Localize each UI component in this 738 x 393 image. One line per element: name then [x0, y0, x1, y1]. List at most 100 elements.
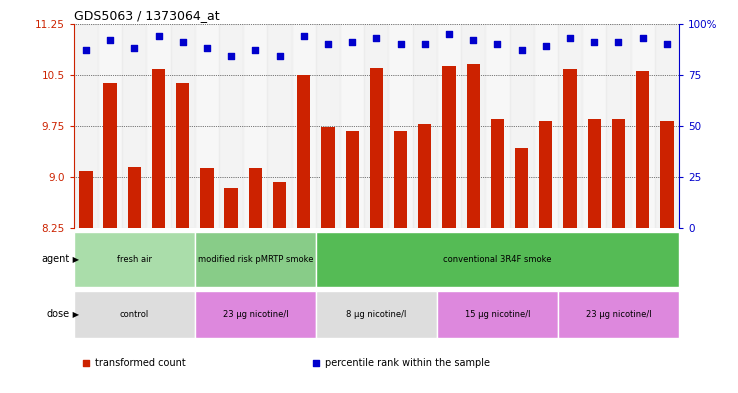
Bar: [340, 24, 365, 228]
Bar: [345, 130, 359, 228]
Point: [613, 39, 624, 45]
Bar: [582, 24, 607, 228]
Bar: [413, 24, 437, 228]
Bar: [249, 168, 262, 228]
Bar: [365, 24, 388, 228]
Text: GDS5063 / 1373064_at: GDS5063 / 1373064_at: [74, 9, 219, 22]
Point: [322, 41, 334, 47]
Bar: [509, 24, 534, 228]
Point: [153, 33, 165, 39]
Point: [516, 47, 528, 53]
Point: [443, 31, 455, 37]
Bar: [79, 171, 92, 228]
Point: [104, 37, 116, 43]
Bar: [297, 75, 311, 228]
Point: [201, 45, 213, 51]
Point: [540, 43, 552, 49]
Point: [249, 47, 261, 53]
Bar: [418, 124, 432, 228]
Point: [177, 39, 189, 45]
Bar: [146, 24, 170, 228]
Bar: [466, 64, 480, 228]
Point: [419, 41, 431, 47]
Bar: [442, 66, 455, 228]
Bar: [176, 83, 190, 228]
Bar: [636, 71, 649, 228]
Text: conventional 3R4F smoke: conventional 3R4F smoke: [443, 255, 552, 264]
Bar: [98, 24, 123, 228]
Bar: [515, 148, 528, 228]
Bar: [200, 168, 213, 228]
Bar: [244, 24, 267, 228]
Bar: [128, 167, 141, 228]
Bar: [224, 188, 238, 228]
Bar: [461, 24, 486, 228]
Text: fresh air: fresh air: [117, 255, 152, 264]
Text: transformed count: transformed count: [95, 358, 186, 368]
Bar: [388, 24, 413, 228]
Text: 15 μg nicotine/l: 15 μg nicotine/l: [465, 310, 530, 319]
Bar: [321, 127, 334, 228]
Bar: [558, 291, 679, 338]
Bar: [437, 24, 461, 228]
Bar: [292, 24, 316, 228]
Bar: [491, 119, 504, 228]
Bar: [534, 24, 558, 228]
Bar: [316, 24, 340, 228]
Bar: [219, 24, 244, 228]
Text: ▶: ▶: [70, 310, 79, 319]
Bar: [486, 24, 509, 228]
Point: [80, 47, 92, 53]
Bar: [123, 24, 146, 228]
Bar: [152, 69, 165, 228]
Point: [564, 35, 576, 41]
Point: [128, 45, 140, 51]
Text: agent: agent: [42, 254, 70, 264]
Text: dose: dose: [47, 309, 70, 320]
Text: percentile rank within the sample: percentile rank within the sample: [325, 358, 490, 368]
Bar: [103, 83, 117, 228]
Point: [225, 53, 237, 59]
Bar: [394, 130, 407, 228]
Bar: [539, 121, 553, 228]
Text: 23 μg nicotine/l: 23 μg nicotine/l: [586, 310, 651, 319]
Bar: [370, 68, 383, 228]
Bar: [195, 291, 316, 338]
Point: [637, 35, 649, 41]
Point: [395, 41, 407, 47]
Point: [588, 39, 600, 45]
Text: control: control: [120, 310, 149, 319]
Point: [310, 360, 322, 366]
Bar: [661, 121, 674, 228]
Bar: [267, 24, 292, 228]
Text: modified risk pMRTP smoke: modified risk pMRTP smoke: [198, 255, 313, 264]
Bar: [170, 24, 195, 228]
Bar: [655, 24, 679, 228]
Bar: [563, 69, 576, 228]
Bar: [607, 24, 630, 228]
Point: [274, 53, 286, 59]
Bar: [630, 24, 655, 228]
Bar: [74, 291, 195, 338]
Bar: [316, 232, 679, 287]
Bar: [587, 119, 601, 228]
Bar: [558, 24, 582, 228]
Bar: [273, 182, 286, 228]
Point: [80, 360, 92, 366]
Point: [346, 39, 358, 45]
Bar: [195, 232, 316, 287]
Bar: [612, 119, 625, 228]
Text: ▶: ▶: [70, 255, 79, 264]
Bar: [74, 24, 98, 228]
Point: [492, 41, 503, 47]
Point: [467, 37, 479, 43]
Point: [370, 35, 382, 41]
Bar: [316, 291, 437, 338]
Bar: [195, 24, 219, 228]
Bar: [74, 232, 195, 287]
Point: [661, 41, 673, 47]
Text: 8 μg nicotine/l: 8 μg nicotine/l: [346, 310, 407, 319]
Text: 23 μg nicotine/l: 23 μg nicotine/l: [223, 310, 288, 319]
Point: [298, 33, 310, 39]
Bar: [437, 291, 558, 338]
